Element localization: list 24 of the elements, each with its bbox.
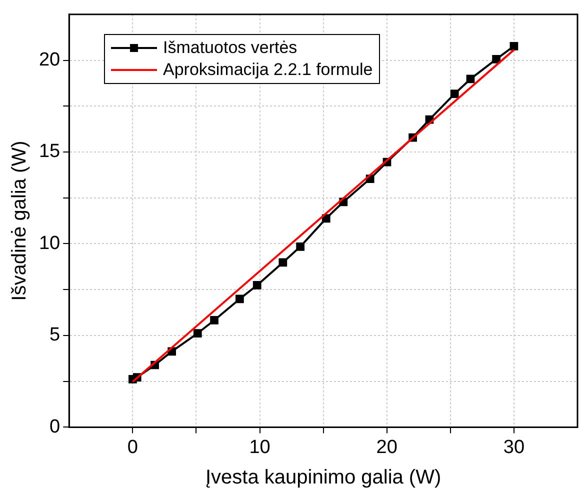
point	[210, 316, 218, 324]
x-tick-label: 10	[249, 436, 270, 458]
point	[296, 242, 304, 251]
x-tick-label: 20	[376, 436, 398, 458]
point	[466, 74, 475, 84]
x-tick-label: 30	[503, 436, 525, 458]
point	[236, 294, 244, 304]
y-tick-label: 0	[50, 416, 60, 438]
y-tick-label: 20	[38, 50, 60, 70]
legend-label: Aproksimacija 2.2.1 formule	[163, 59, 373, 81]
point	[492, 54, 500, 64]
point	[510, 42, 518, 50]
y-tick-label: 10	[38, 232, 60, 254]
legend-label: Išmatuotos vertės	[163, 37, 298, 59]
point	[450, 90, 459, 98]
point	[322, 214, 330, 223]
x-axis-title: Įvesta kaupinimo galia (W)	[205, 466, 442, 489]
point	[193, 329, 202, 338]
y-tick-label: 5	[50, 324, 60, 346]
y-axis-title: Išvadinė galia (W)	[8, 140, 31, 301]
point	[252, 281, 262, 290]
y-tick-label: 15	[38, 141, 60, 162]
x-tick-label: 0	[127, 436, 138, 458]
point	[278, 258, 288, 267]
